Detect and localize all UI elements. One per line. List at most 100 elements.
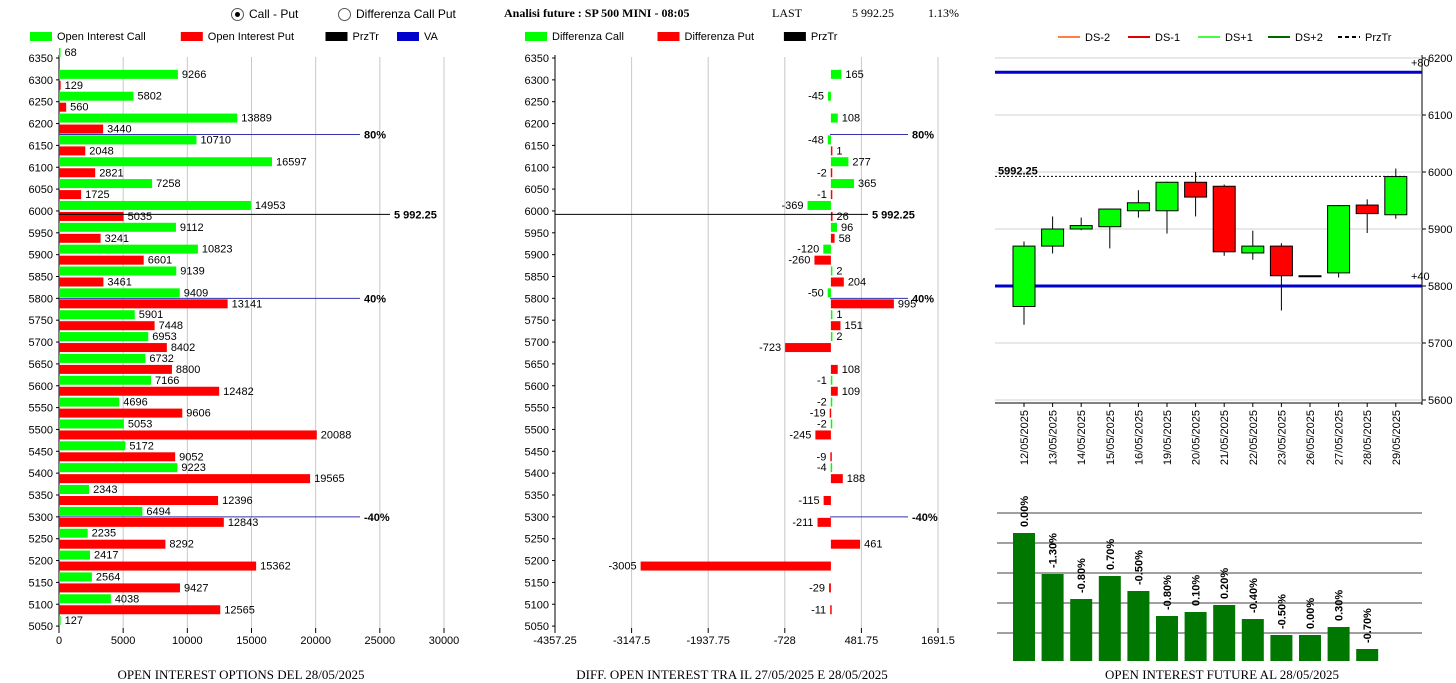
data-label-call-0-12: 5901 xyxy=(139,309,163,321)
candle-xtick-label-11: 27/05/2025 xyxy=(1334,410,1346,465)
oi-bar-0 xyxy=(1013,533,1035,661)
ytick-label-0-4: 6150 xyxy=(29,140,53,152)
candle-body-7 xyxy=(1212,185,1236,253)
data-label-put-1-13: -723 xyxy=(759,342,781,354)
bar-call-0-13 xyxy=(59,332,149,342)
bar-put-1-18 xyxy=(830,452,832,462)
bar-put-0-10 xyxy=(59,277,104,287)
data-label-call-1-9: -120 xyxy=(797,244,819,256)
bar-put-1-10 xyxy=(830,277,844,287)
bar-put-1-8 xyxy=(830,233,835,243)
ytick-label-1-22: 5250 xyxy=(525,534,549,546)
ytick-label-0-9: 5900 xyxy=(29,250,53,262)
data-label-call-1-11: -50 xyxy=(808,287,824,299)
bar-call-0-4 xyxy=(59,135,197,145)
bar-put-1-12 xyxy=(830,321,841,331)
xtick-label-0-1: 5000 xyxy=(111,635,135,647)
ytick-label-0-7: 6000 xyxy=(29,206,53,218)
data-label-call-0-16: 4696 xyxy=(123,397,147,409)
oi-bar-label-1: -1.30% xyxy=(1048,533,1060,568)
data-label-call-1-2: -45 xyxy=(808,91,824,103)
data-label-call-1-17: -2 xyxy=(817,418,827,430)
data-label-put-0-22: 8292 xyxy=(169,539,193,551)
bar-call-1-2 xyxy=(828,91,831,101)
oi-bar-9 xyxy=(1270,635,1293,661)
data-label-put-0-14: 8800 xyxy=(176,364,200,376)
bar-put-1-15 xyxy=(830,386,838,396)
ytick-label-1-2: 6250 xyxy=(525,97,549,109)
data-label-put-1-6: -1 xyxy=(817,189,827,201)
bar-call-1-7 xyxy=(807,200,831,210)
candle-body-11 xyxy=(1327,205,1351,274)
ytick-label-0-5: 6100 xyxy=(29,162,53,174)
bar-call-0-6 xyxy=(59,179,153,189)
ref-label-1-0: 80% xyxy=(912,129,934,141)
bar-put-0-3 xyxy=(59,124,104,134)
candle-xtick-label-2: 14/05/2025 xyxy=(1076,410,1088,465)
data-label-put-0-6: 1725 xyxy=(85,189,109,201)
bar-call-0-0 xyxy=(59,48,61,57)
data-label-put-0-9: 6601 xyxy=(148,255,172,267)
legend-swatch-1-0 xyxy=(525,32,547,41)
data-label-put-0-24: 9427 xyxy=(184,582,208,594)
ref-label-0-2: 40% xyxy=(364,293,386,305)
bar-call-0-16 xyxy=(59,397,120,407)
bar-call-1-3 xyxy=(830,113,838,123)
data-label-put-1-18: -9 xyxy=(817,451,827,463)
bar-put-0-12 xyxy=(59,321,155,331)
radio-call-put[interactable]: Call - Put xyxy=(231,7,298,21)
bar-put-0-23 xyxy=(59,561,257,571)
bar-call-1-10 xyxy=(830,266,833,276)
candle-xtick-label-10: 26/05/2025 xyxy=(1305,410,1317,465)
ref-label-1-1: 5 992.25 xyxy=(872,209,915,221)
data-label-call-0-7: 14953 xyxy=(255,200,286,212)
ytick-label-1-7: 6000 xyxy=(525,206,549,218)
candle-body-0 xyxy=(1012,245,1036,308)
ytick-label-1-3: 6200 xyxy=(525,119,549,131)
data-label-put-0-11: 13141 xyxy=(232,298,263,310)
oi-bar-4 xyxy=(1127,591,1150,661)
bar-put-0-5 xyxy=(59,168,96,178)
bar-put-1-21 xyxy=(817,517,831,527)
data-label-put-1-8: 58 xyxy=(839,233,851,245)
candle-xtick-label-7: 21/05/2025 xyxy=(1219,410,1231,465)
data-label-put-0-3: 3440 xyxy=(107,124,131,136)
bar-put-1-13 xyxy=(785,343,831,353)
candle-xtick-label-3: 15/05/2025 xyxy=(1105,410,1117,465)
data-label-call-0-1: 9266 xyxy=(182,69,206,81)
bar-call-0-25 xyxy=(59,594,111,604)
candle-legend-label-2: DS+1 xyxy=(1225,32,1253,44)
candle-ref-label-1: 5992.25 xyxy=(998,165,1038,177)
data-label-put-0-16: 9606 xyxy=(186,408,210,420)
data-label-call-1-4: -48 xyxy=(808,134,824,146)
oi-bar-label-0: 0.00% xyxy=(1019,496,1031,527)
ref-label-0-1: 5 992.25 xyxy=(394,209,437,221)
ytick-label-1-17: 5500 xyxy=(525,424,549,436)
data-label-put-1-21: -211 xyxy=(792,517,813,529)
data-label-put-1-25: -11 xyxy=(811,604,826,616)
candle-ytick-label-6: 6200 xyxy=(1428,53,1452,65)
bar-put-1-11 xyxy=(830,299,894,309)
oi-bar-label-4: -0.50% xyxy=(1133,550,1145,585)
data-label-put-0-18: 9052 xyxy=(179,451,203,463)
data-label-put-0-20: 12396 xyxy=(222,495,253,507)
data-label-put-1-19: 188 xyxy=(847,473,865,485)
oi-bar-label-12: -0.70% xyxy=(1362,608,1374,643)
bar-call-0-5 xyxy=(59,157,272,167)
legend-label-1-2: PrzTr xyxy=(811,31,838,43)
radio-diff-call-put[interactable]: Differenza Call Put xyxy=(338,7,456,21)
data-label-put-1-4: 1 xyxy=(836,145,842,157)
bar-put-0-19 xyxy=(59,474,311,484)
ref-label-0-0: 80% xyxy=(364,129,386,141)
ytick-label-0-15: 5600 xyxy=(29,381,53,393)
oi-bar-label-5: -0.80% xyxy=(1162,575,1174,610)
ref-label-1-3: -40% xyxy=(912,512,938,524)
header-last-value: 5 992.25 xyxy=(852,6,894,20)
data-label-put-0-21: 12843 xyxy=(228,517,259,529)
data-label-call-1-19: -4 xyxy=(817,462,827,474)
data-label-call-1-7: -369 xyxy=(782,200,804,212)
xtick-label-1-3: -728 xyxy=(774,635,796,647)
legend-label-0-3: VA xyxy=(424,31,439,43)
ytick-label-1-8: 5950 xyxy=(525,228,549,240)
